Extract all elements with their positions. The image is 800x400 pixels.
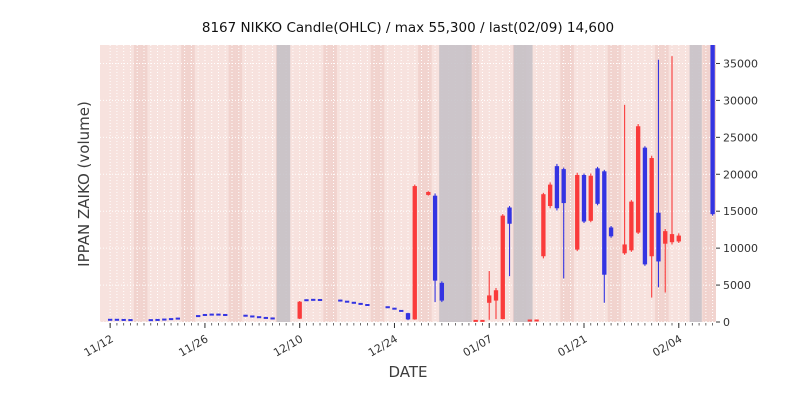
candle [263,316,269,319]
x-axis-ticks: 11/12 11/26 12/10 12/24 01/07 01/21 02/04 [82,323,714,359]
candle [311,298,316,301]
candle [649,155,654,298]
x-tick-label: 12/10 [271,332,305,359]
candle [128,319,133,322]
candle [195,315,201,318]
candle [554,163,560,211]
candle [635,124,641,235]
candle [168,318,174,321]
candle [344,300,350,303]
candle [480,319,485,322]
candle [595,166,600,206]
y-tick-label: 0 [723,316,730,329]
y-tick-label: 30000 [723,94,758,107]
y-tick-label: 5000 [723,279,751,292]
candle [432,193,438,303]
candle [629,200,634,252]
candles [107,45,715,322]
candle [202,313,208,316]
holiday-bands [276,45,702,322]
candle [663,228,668,293]
y-tick-label: 25000 [723,131,758,144]
candle [507,206,512,277]
candle [399,309,404,312]
y-tick-label: 35000 [723,57,758,70]
candle [622,104,627,255]
candle [575,172,580,252]
candle [669,56,675,245]
candle [676,233,681,243]
candle [581,173,587,224]
candle [209,313,214,316]
candle [487,271,492,320]
candle [710,45,715,216]
candle [223,313,228,316]
candle [412,184,417,320]
candle [162,318,167,321]
candle [175,317,181,320]
y-tick-label: 10000 [723,242,758,255]
chart-title: 8167 NIKKO Candle(OHLC) / max 55,300 / l… [201,20,615,36]
candle [534,319,539,322]
candle [642,146,648,266]
x-tick-label: 11/26 [176,332,210,359]
candle [107,318,113,321]
candle [561,167,566,279]
candle [656,59,661,288]
candle [304,299,309,302]
candle [439,281,445,303]
candle [493,288,499,320]
candle [365,304,370,307]
candle [216,313,221,316]
x-axis-label: DATE [388,363,428,381]
candle [243,314,248,317]
x-tick-label: 01/21 [556,332,590,359]
y-axis-ticks: 0 5000 10000 15000 20000 25000 30000 35000 [716,57,758,329]
candle [250,315,255,318]
x-tick-label: 11/12 [82,332,116,359]
candle [405,312,411,321]
candle [270,317,275,320]
candle [256,316,262,319]
candle [541,192,546,259]
x-tick-label: 02/04 [650,332,684,359]
candle [527,319,533,322]
candle [588,173,593,223]
candle [338,299,343,302]
candle [155,318,160,321]
candle [317,298,323,301]
candle [392,307,397,310]
candle [351,301,357,304]
candle [297,300,302,320]
candle [500,214,505,320]
x-tick-label: 01/07 [461,332,495,359]
candle [602,169,607,303]
candle [121,318,126,321]
y-tick-label: 15000 [723,205,758,218]
x-tick-label: 12/24 [366,332,400,359]
candle [426,191,431,196]
candle [608,225,614,238]
y-tick-label: 20000 [723,168,758,181]
candle [547,182,553,209]
candle [114,318,120,321]
candle [385,306,390,309]
candle [148,319,153,322]
candle [473,319,478,322]
candle [358,302,363,305]
